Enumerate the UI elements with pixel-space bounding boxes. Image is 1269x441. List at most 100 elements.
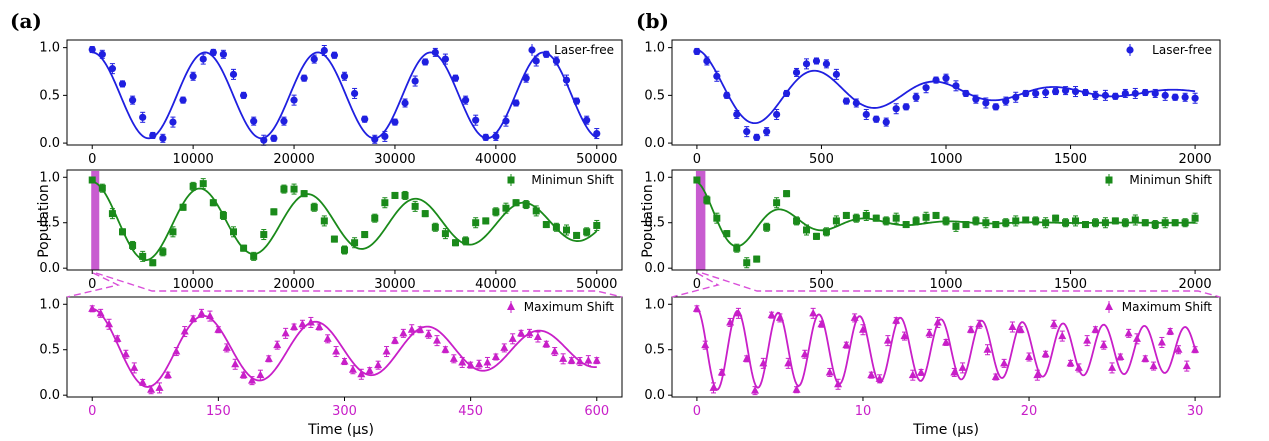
data-point [812,57,821,65]
data-point [310,55,318,63]
data-point [1052,87,1060,96]
data-point [155,383,164,391]
data-point [1061,86,1070,95]
y-tick-label: 1.0 [644,297,665,312]
data-point [492,132,500,141]
data-point [817,319,826,328]
data-point [575,357,584,365]
data-point [773,110,781,119]
fit-curve [696,48,1196,125]
data-point [341,246,348,254]
data-point [1032,217,1040,225]
data-point [451,74,460,82]
data-point [1101,219,1109,227]
data-point [1042,88,1050,97]
data-point [433,336,441,344]
data-point [759,358,768,367]
y-tick-label: 0.0 [644,136,665,151]
data-point [858,325,867,333]
x-tick-label: 600 [584,404,609,419]
data-point [113,334,122,342]
data-point [842,340,851,349]
data-point [421,210,429,218]
data-point [792,385,801,393]
data-point [713,214,721,222]
data-point [219,50,228,58]
data-point [1121,89,1129,98]
data-point [533,332,542,340]
data-point [1081,88,1090,97]
data-point [550,347,559,355]
data-point [88,304,97,312]
data-point [802,60,811,68]
data-point [130,363,139,371]
data-point [875,374,884,382]
data-point [542,221,550,229]
x-tick-label: 30000 [374,152,415,167]
data-point [1131,89,1139,98]
data-point [105,319,114,328]
data-point [1141,219,1149,227]
data-point [199,55,207,63]
data-point [743,128,751,136]
x-tick-label: 1500 [1054,152,1087,167]
data-point [280,185,288,193]
connector-left-b [671,272,720,298]
data-point [1081,221,1089,229]
x-tick-label: 50000 [576,277,617,292]
data-point [573,231,581,239]
x-tick-label: 1000 [929,277,962,292]
data-point [1002,219,1010,227]
data-point [552,223,560,231]
data-point [962,221,970,229]
data-point [1032,89,1040,98]
data-point [1141,354,1150,362]
data-point [882,118,890,126]
data-point [240,244,248,252]
data-point [1191,345,1200,353]
data-point [472,116,480,124]
data-point [159,134,167,142]
x-tick-label: 500 [809,152,834,167]
data-point [822,60,831,68]
data-point [825,367,834,376]
data-point [458,357,467,366]
data-point [852,214,860,222]
data-point [734,308,743,317]
data-point [593,129,601,138]
data-point [512,199,520,207]
data-point [542,339,551,348]
data-point [239,91,248,99]
x-tick-label: 500 [809,277,834,292]
data-point [872,214,880,222]
data-point [950,367,959,376]
data-point [892,105,900,113]
data-point [572,97,581,105]
data-point [958,363,967,371]
x-tick-label: 2000 [1179,277,1212,292]
data-point [842,211,850,219]
data-point [753,133,761,141]
data-point [1111,92,1119,100]
data-point [763,223,771,231]
y-tick-label: 0.5 [644,343,665,358]
data-point [189,182,197,190]
data-point [256,370,265,379]
data-point [230,228,237,236]
data-point [1066,358,1075,367]
data-point [1131,216,1139,224]
data-point [992,221,1000,229]
data-point [1091,91,1100,99]
data-point [306,317,315,326]
data-point [502,204,510,212]
data-point [942,337,950,346]
data-point [850,313,859,321]
data-point [492,208,500,216]
data-point [692,304,701,312]
data-point [209,199,217,207]
axes-frame [671,296,1221,398]
data-point [441,230,449,238]
data-point [834,379,843,388]
data-point [942,217,950,225]
data-point [138,377,147,386]
